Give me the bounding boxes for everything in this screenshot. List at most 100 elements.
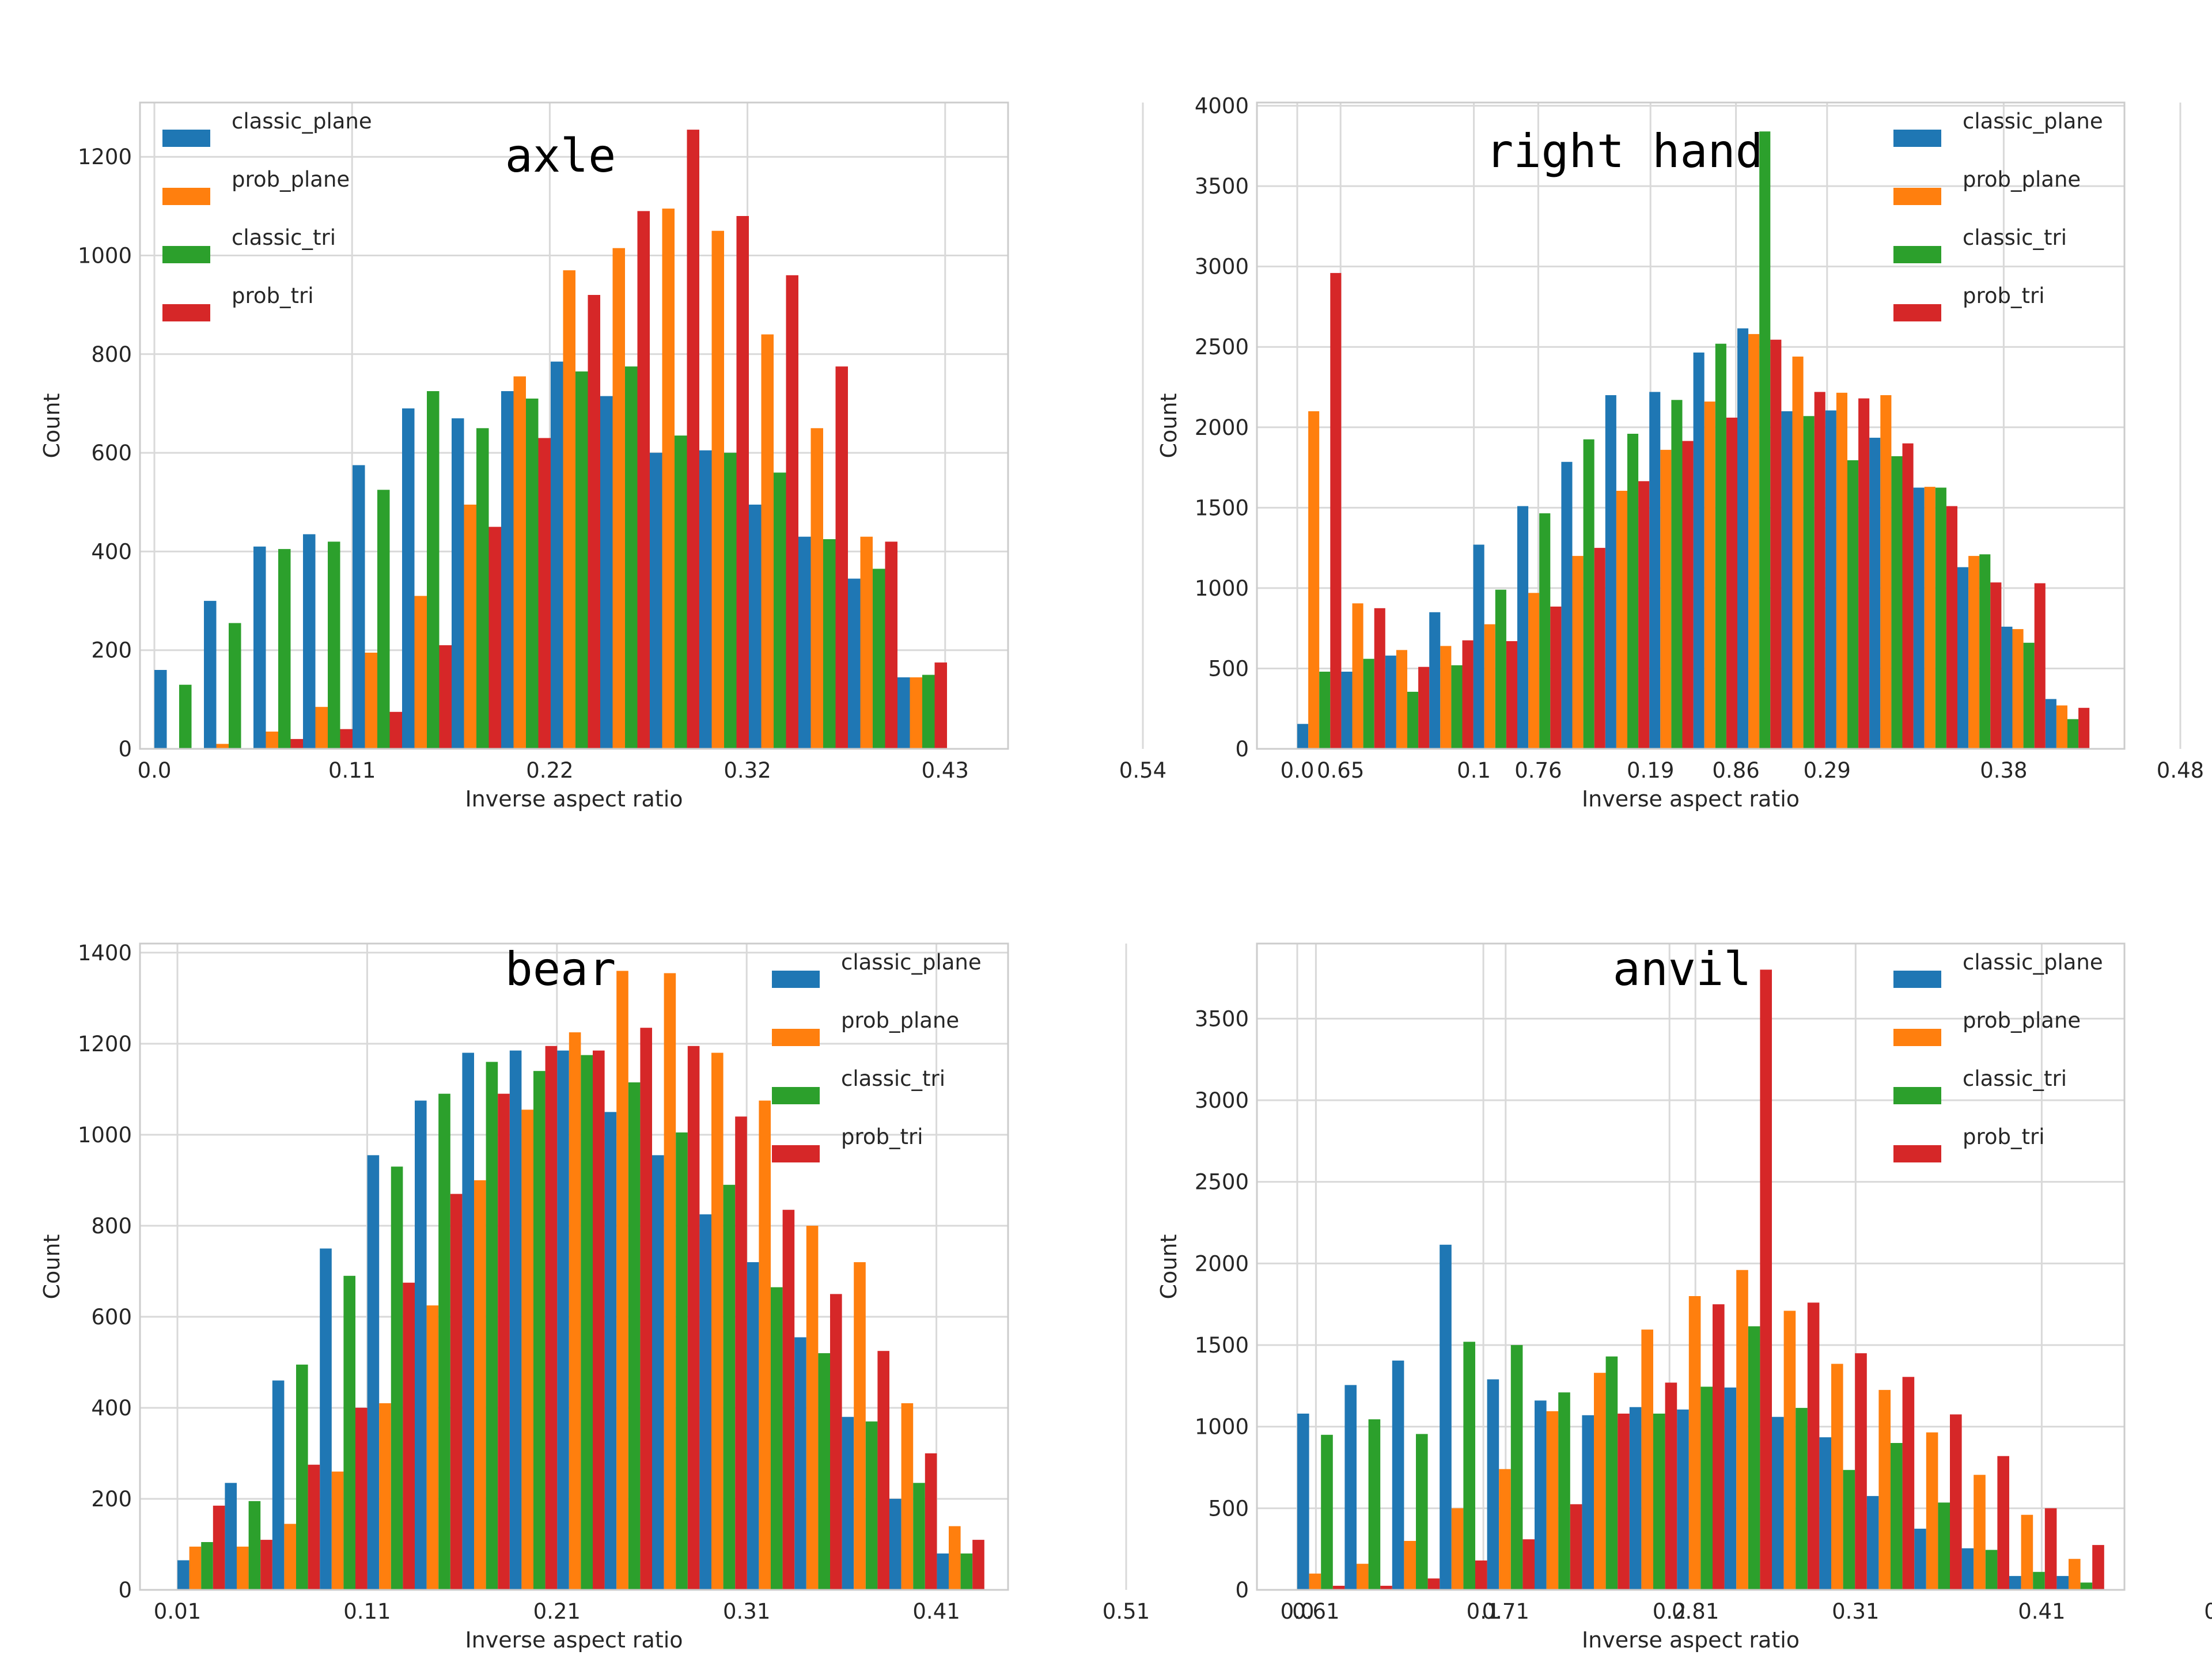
bar-classic-plane [897, 677, 910, 749]
bar-classic-tri [1715, 343, 1726, 749]
bar-prob-tri [355, 1407, 368, 1590]
bar-prob-plane [1688, 1296, 1701, 1590]
bar-classic-plane [452, 418, 464, 749]
bar-prob-plane [612, 248, 625, 749]
bar-prob-plane [1309, 1573, 1321, 1590]
bar-prob-plane [860, 536, 873, 749]
bar-prob-plane [2056, 705, 2067, 749]
y-tick-label: 800 [91, 342, 132, 367]
bar-classic-plane [1781, 411, 1793, 749]
bar-prob-plane [189, 1546, 202, 1590]
chart-title: axle [505, 129, 616, 183]
bar-classic-plane [353, 465, 365, 749]
axle-chart: 0 200 400 600 800 1000 1200 0.0 0.11 0.22 0.32 0.43… [39, 101, 1760, 812]
y-tick-label: 1500 [1195, 495, 1249, 520]
bar-classic-plane [2045, 699, 2056, 749]
legend-swatch-prob-plane [162, 188, 210, 205]
bar-classic-plane [1582, 1415, 1594, 1590]
bar-classic-plane [1297, 1414, 1309, 1590]
bar-classic-tri [1803, 416, 1815, 749]
bar-prob-plane [901, 1403, 914, 1590]
x-tick-label: 0.21 [533, 1599, 581, 1624]
bar-prob-tri [1570, 1504, 1582, 1590]
bar-prob-plane [1616, 491, 1627, 749]
x-tick-label: 0.65 [1317, 758, 1364, 783]
bar-classic-tri [1539, 513, 1551, 749]
bar-prob-tri [687, 130, 699, 749]
y-tick-label: 3500 [1195, 174, 1249, 199]
bar-classic-tri [1671, 400, 1683, 749]
legend-label-prob-tri: prob_tri [841, 1124, 923, 1149]
bar-prob-tri [1418, 666, 1430, 749]
bar-prob-plane [854, 1262, 866, 1590]
bar-classic-plane [937, 1553, 949, 1590]
bar-classic-plane [1866, 1496, 1879, 1590]
bar-classic-plane [509, 1050, 522, 1590]
bar-classic-plane [1440, 1244, 1452, 1590]
bar-prob-plane [521, 1109, 533, 1590]
bar-prob-tri [1550, 607, 1562, 749]
y-tick-label: 4000 [1195, 94, 1249, 119]
bar-prob-tri [934, 662, 947, 749]
legend-swatch-classic-tri [1893, 246, 1941, 263]
bar-prob-plane [1572, 556, 1584, 749]
bar-prob-plane [563, 270, 575, 749]
x-tick-label: 0.51 [1103, 1599, 1150, 1624]
legend-label-prob-plane: prob_plane [1963, 1008, 2081, 1033]
bar-classic-plane [415, 1100, 427, 1590]
bar-prob-tri [439, 645, 452, 749]
bar-prob-plane [284, 1524, 296, 1590]
bar-prob-plane [216, 744, 229, 749]
bar-prob-tri [488, 527, 501, 749]
x-tick-label: 0.76 [1514, 758, 1562, 783]
x-tick-label: 0.11 [328, 758, 376, 783]
bar-prob-plane [806, 1225, 819, 1590]
bar-classic-tri [575, 371, 588, 749]
legend-label-classic-tri: classic_tri [232, 225, 336, 250]
bar-classic-tri [1979, 554, 1991, 749]
bar-classic-plane [749, 505, 762, 749]
bar-prob-tri [1855, 1353, 1867, 1590]
bar-classic-tri [1368, 1419, 1381, 1590]
anvil-chart: 0 500 1000 1500 2000 2500 3000 3500 0.0 0.1 0.2 0.3… [1156, 942, 2212, 1653]
bar-classic-plane [1693, 353, 1705, 749]
bar-classic-plane [1341, 672, 1353, 749]
bar-prob-plane [1594, 1373, 1606, 1590]
bar-classic-plane [462, 1052, 474, 1590]
bar-prob-tri [2078, 707, 2090, 749]
bar-classic-plane [320, 1248, 332, 1590]
bar-prob-plane [426, 1305, 439, 1590]
bar-classic-tri [1583, 439, 1594, 749]
bar-prob-plane [1836, 392, 1847, 749]
bar-classic-tri [229, 623, 241, 749]
bar-classic-tri [1891, 1443, 1903, 1590]
bar-classic-plane [1487, 1379, 1499, 1590]
bar-classic-plane [1344, 1385, 1357, 1590]
bar-classic-tri [343, 1275, 355, 1590]
bar-classic-plane [1772, 1416, 1784, 1590]
x-tick-label: 0.71 [1482, 1599, 1529, 1624]
x-axis-label: Inverse aspect ratio [1582, 786, 1800, 812]
chart-title: anvil [1613, 942, 1752, 996]
x-tick-label: 0.61 [1292, 1599, 1339, 1624]
x-tick-label: 0.54 [1119, 758, 1166, 783]
bar-prob-plane [1974, 1475, 1986, 1590]
bar-classic-plane [1914, 1528, 1926, 1590]
bar-prob-plane [569, 1032, 581, 1590]
bar-prob-tri [1858, 398, 1870, 749]
y-tick-label: 1000 [1195, 576, 1249, 601]
x-tick-label: 0.51 [2204, 1599, 2212, 1624]
bar-prob-plane [662, 209, 675, 749]
y-tick-label: 500 [1208, 656, 1249, 681]
bar-classic-tri [2023, 642, 2035, 749]
bar-classic-plane [798, 536, 811, 749]
bar-prob-tri [1726, 418, 1737, 749]
bar-classic-plane [1535, 1400, 1547, 1590]
bar-prob-plane [761, 334, 774, 749]
bar-prob-plane [711, 230, 724, 749]
bar-prob-plane [1968, 556, 1980, 749]
bar-classic-tri [2067, 719, 2079, 749]
y-tick-label: 1400 [78, 941, 132, 965]
bar-prob-plane [810, 428, 823, 749]
bar-prob-tri [308, 1464, 320, 1590]
